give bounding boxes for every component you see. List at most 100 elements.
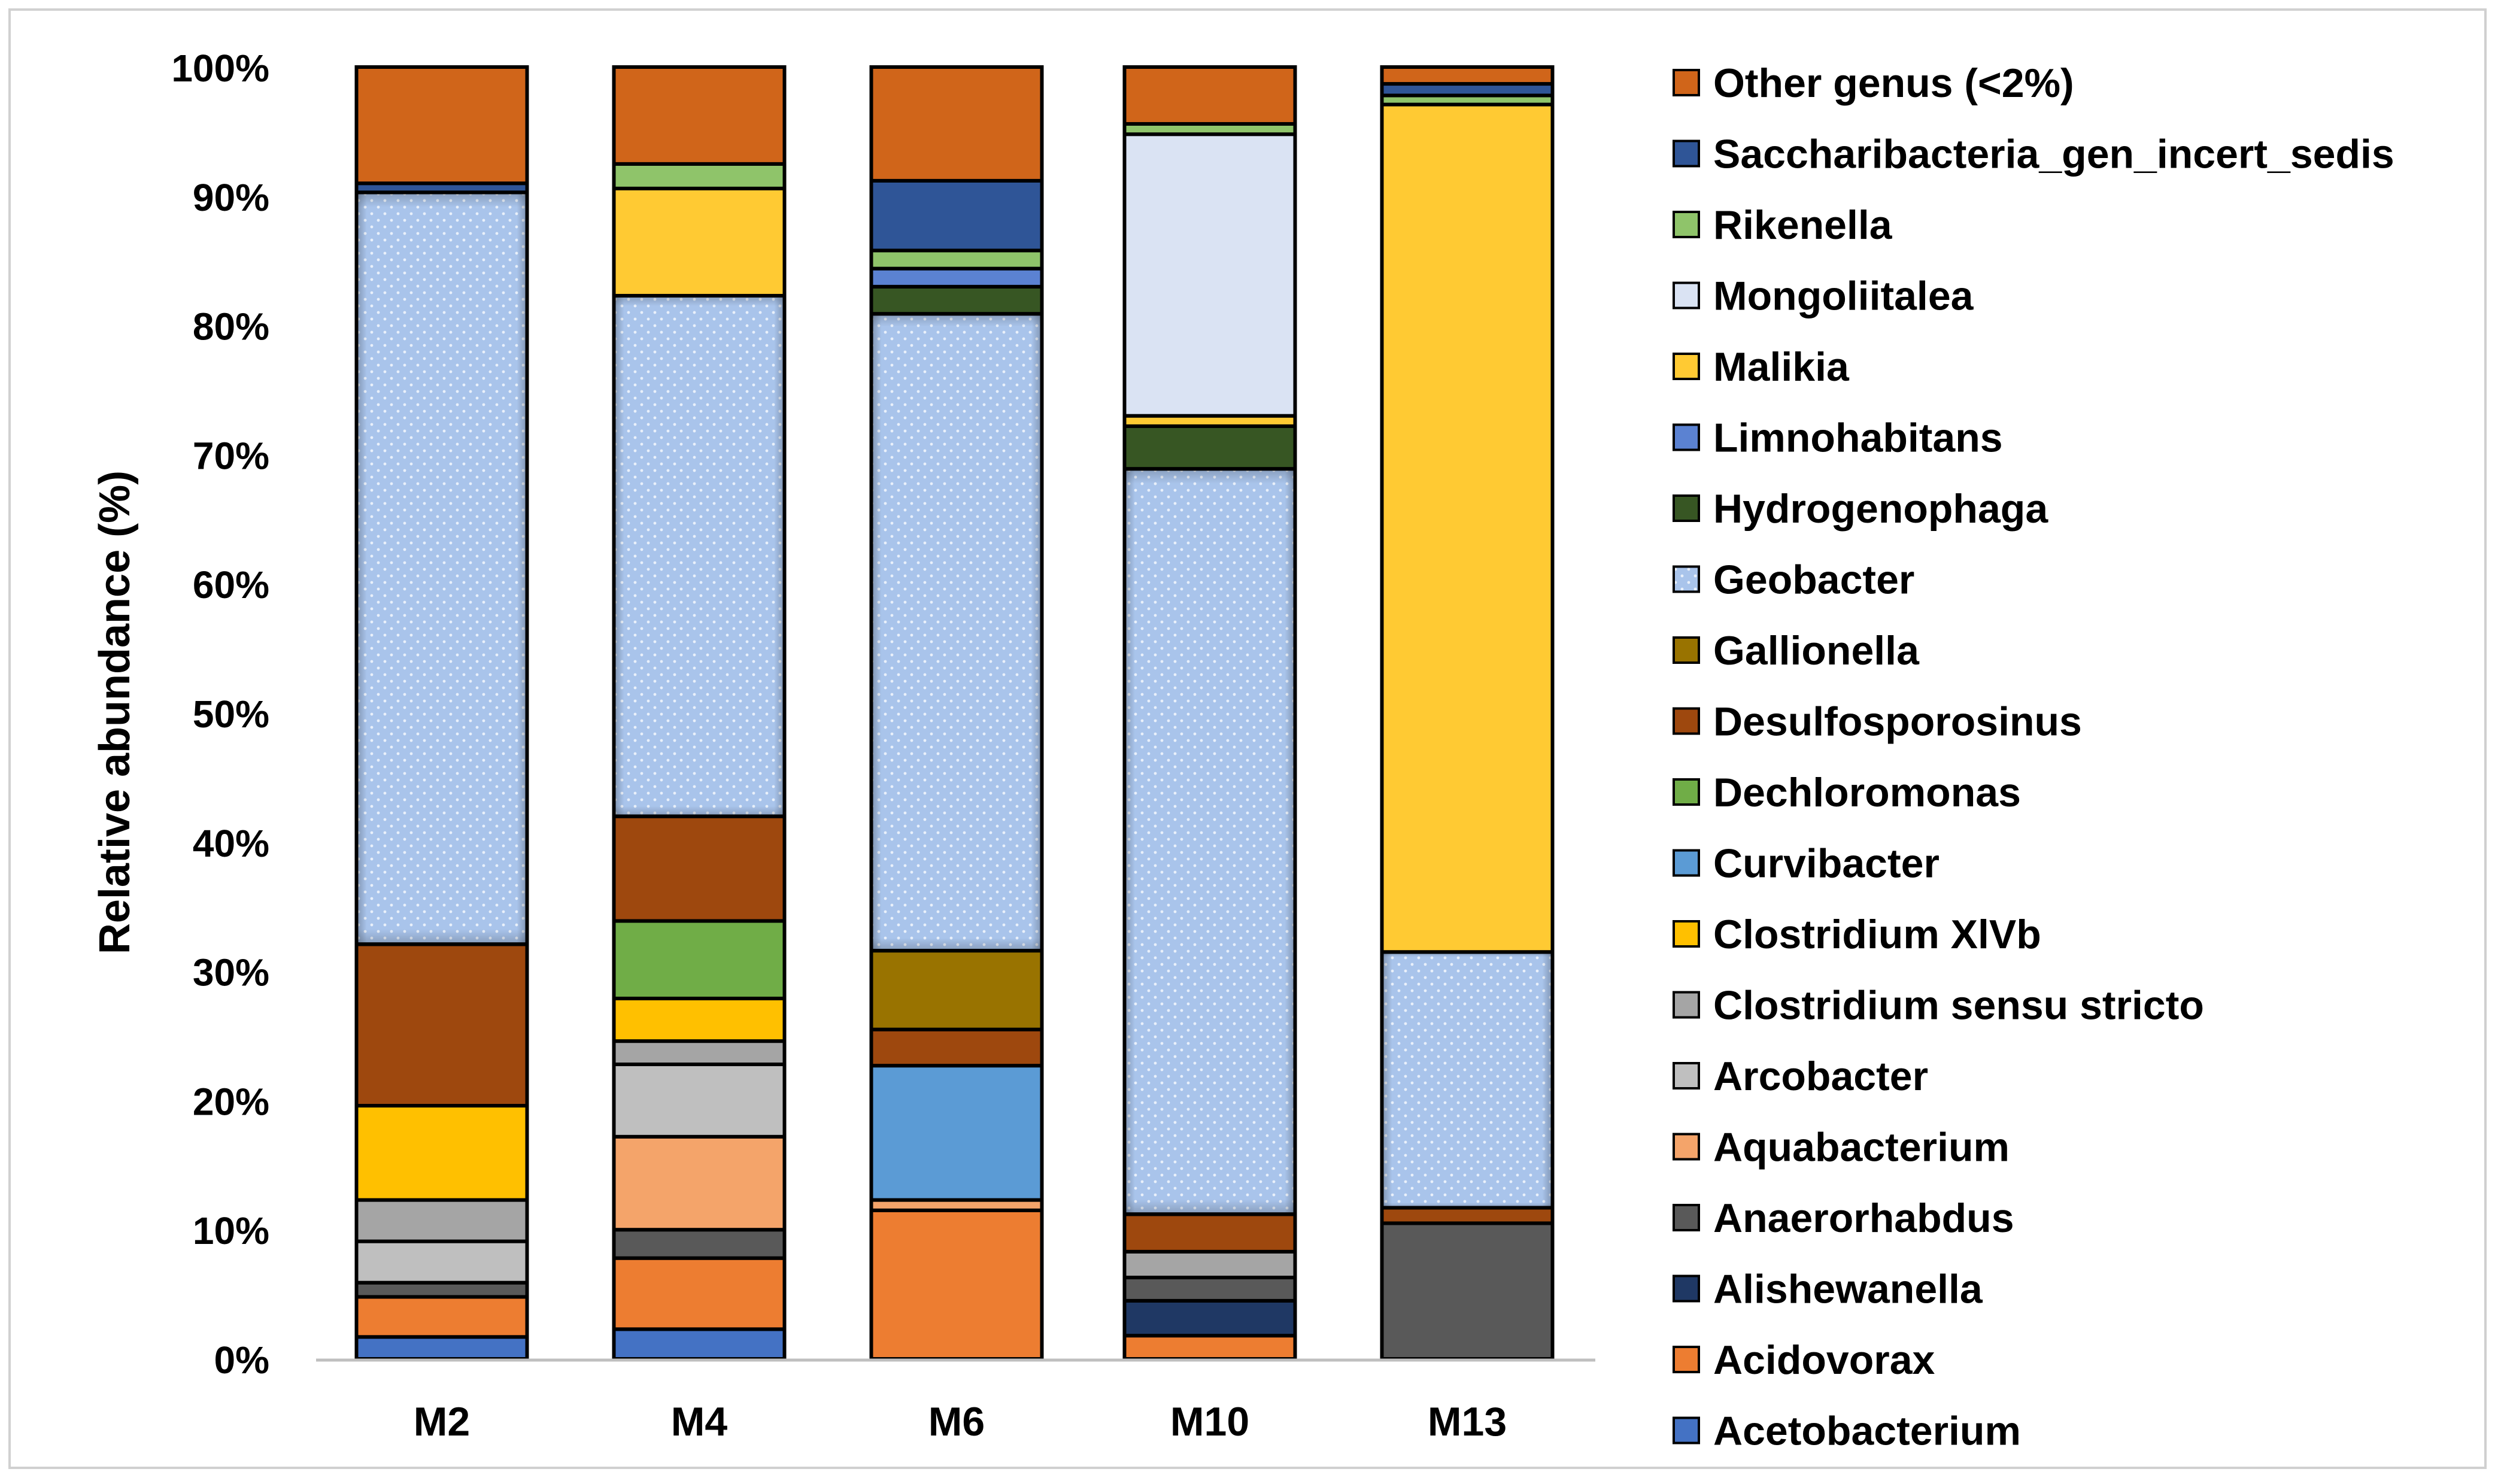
bar-segment-m4-malikia — [612, 186, 787, 298]
y-axis-label: Relative abundance (%) — [91, 471, 139, 954]
legend-swatch — [1673, 139, 1700, 168]
legend-label: Arcobacter — [1713, 1054, 1928, 1099]
y-tick-label: 30% — [193, 951, 269, 994]
bar-segment-m6-limnohabitans — [869, 266, 1044, 289]
legend-swatch — [1673, 636, 1700, 664]
legend-item-acetobacterium: Acetobacterium — [1673, 1409, 2021, 1454]
legend-item-malikia: Malikia — [1673, 344, 1850, 390]
bar-m4 — [612, 65, 787, 1361]
bar-segment-m2-clostridium-xlvb — [354, 1104, 529, 1202]
legend-item-limnohabitans: Limnohabitans — [1673, 415, 2003, 461]
legend-item-acidovorax: Acidovorax — [1673, 1337, 1935, 1383]
legend-label: Limnohabitans — [1713, 415, 2003, 461]
bar-segment-m10-acidovorax — [1122, 1334, 1297, 1361]
x-tick-label-m6: M6 — [928, 1399, 985, 1444]
bar-segment-m2-anaerorhabdus — [354, 1280, 529, 1299]
legend-item-arcobacter: Arcobacter — [1673, 1054, 1928, 1099]
bar-segment-m10-hydrogenophaga — [1122, 424, 1297, 471]
geobacter-bevel-shade — [871, 314, 1042, 951]
bar-segment-m4-other-genus-2 — [612, 65, 787, 166]
bar-segment-m2-desulfosporosinus — [354, 942, 529, 1108]
legend-label: Malikia — [1713, 344, 1850, 390]
y-tick-label: 40% — [193, 822, 269, 865]
legend-item-geobacter: Geobacter — [1673, 557, 1914, 603]
bar-segment-m6-curvibacter — [869, 1064, 1044, 1202]
y-tick-label: 10% — [193, 1209, 269, 1252]
legend-label: Aquabacterium — [1713, 1125, 2010, 1170]
bars — [354, 65, 1555, 1361]
bar-segment-m4-arcobacter — [612, 1062, 787, 1139]
bar-segment-m2-clostridium-sensu-stricto — [354, 1198, 529, 1243]
legend-swatch — [1673, 1062, 1700, 1090]
legend-swatch — [1673, 778, 1700, 806]
legend-label: Other genus (<2%) — [1713, 60, 2074, 106]
geobacter-bevel-shade — [614, 295, 785, 817]
y-tick-label: 70% — [193, 434, 269, 477]
bar-segment-m10-other-genus-2 — [1122, 65, 1297, 126]
bar-segment-m10-anaerorhabdus — [1122, 1276, 1297, 1303]
legend-label: Rikenella — [1713, 202, 1893, 248]
legend-item-mongoliitalea: Mongoliitalea — [1673, 274, 1974, 319]
y-axis: 0% 10% 20% 30% 40% 50% 60% 70% 80% 90% 100% — [171, 47, 269, 1382]
x-tick-label-m13: M13 — [1428, 1399, 1507, 1444]
legend-swatch — [1673, 281, 1700, 309]
bar-segment-m10-alishewanella — [1122, 1298, 1297, 1338]
legend-item-anaerorhabdus: Anaerorhabdus — [1673, 1195, 2014, 1241]
bar-segment-m2-arcobacter — [354, 1239, 529, 1285]
bar-segment-m4-aquabacterium — [612, 1134, 787, 1232]
bar-segment-m13-other-genus-2 — [1380, 65, 1555, 86]
x-tick-label-m2: M2 — [414, 1399, 470, 1444]
legend-label: Curvibacter — [1713, 841, 1940, 887]
bar-segment-m10-clostridium-sensu-stricto — [1122, 1249, 1297, 1280]
bar-segment-m13-desulfosporosinus — [1380, 1206, 1555, 1225]
legend-item-other-genus-2: Other genus (<2%) — [1673, 60, 2074, 106]
bar-segment-m6-hydrogenophaga — [869, 284, 1044, 316]
bar-segment-m10-desulfosporosinus — [1122, 1212, 1297, 1254]
legend-label: Acetobacterium — [1713, 1409, 2021, 1454]
bar-segment-m4-acetobacterium — [612, 1327, 787, 1361]
bar-segment-m4-desulfosporosinus — [612, 814, 787, 923]
bar-m2 — [354, 65, 529, 1361]
legend-label: Hydrogenophaga — [1713, 486, 2048, 532]
legend-swatch — [1673, 565, 1700, 593]
y-tick-label: 90% — [193, 176, 269, 219]
bar-m13 — [1380, 65, 1555, 1361]
legend-label: Alishewanella — [1713, 1267, 1983, 1312]
legend-swatch — [1673, 211, 1700, 238]
legend-swatch — [1673, 353, 1700, 380]
bar-segment-m2-acidovorax — [354, 1295, 529, 1339]
legend-item-curvibacter: Curvibacter — [1673, 841, 1940, 887]
bar-segment-m10-mongoliitalea — [1122, 132, 1297, 418]
bar-segment-m4-acidovorax — [612, 1256, 787, 1331]
bar-segment-m4-dechloromonas — [612, 919, 787, 1000]
legend-swatch — [1673, 1204, 1700, 1231]
legend-item-gallionella: Gallionella — [1673, 628, 1920, 673]
legend-label: Anaerorhabdus — [1713, 1195, 2014, 1241]
bar-segment-m6-rikenella — [869, 248, 1044, 271]
geobacter-bevel-shade — [1124, 469, 1295, 1215]
legend-label: Mongoliitalea — [1713, 274, 1974, 319]
bar-segment-m6-acidovorax — [869, 1208, 1044, 1361]
legend-item-rikenella: Rikenella — [1673, 202, 1893, 248]
legend-swatch — [1673, 1416, 1700, 1444]
bar-segment-m2-other-genus-2 — [354, 65, 529, 186]
legend-label: Clostridium sensu stricto — [1713, 983, 2204, 1028]
bar-segment-m13-anaerorhabdus — [1380, 1221, 1555, 1361]
bar-segment-m4-clostridium-xlvb — [612, 996, 787, 1043]
bar-segment-m4-clostridium-sensu-stricto — [612, 1039, 787, 1066]
legend-swatch — [1673, 69, 1700, 96]
x-axis: M2 M4 M6 M10 M13 — [414, 1399, 1507, 1444]
bar-m10 — [1122, 65, 1297, 1361]
bar-segment-m4-anaerorhabdus — [612, 1228, 787, 1260]
y-tick-label: 50% — [193, 693, 269, 736]
bar-segment-m6-saccharibacteria-gen-incert-sedis — [869, 178, 1044, 253]
legend: Other genus (<2%) Saccharibacteria_gen_in… — [1673, 60, 2394, 1454]
y-tick-label: 20% — [193, 1080, 269, 1123]
legend-swatch — [1673, 423, 1700, 451]
legend-label: Acidovorax — [1713, 1337, 1935, 1383]
legend-item-desulfosporosinus: Desulfosporosinus — [1673, 699, 2082, 745]
legend-item-clostridium-xlvb: Clostridium XlVb — [1673, 912, 2041, 957]
geobacter-bevel-shade — [1382, 952, 1553, 1208]
legend-swatch — [1673, 494, 1700, 522]
